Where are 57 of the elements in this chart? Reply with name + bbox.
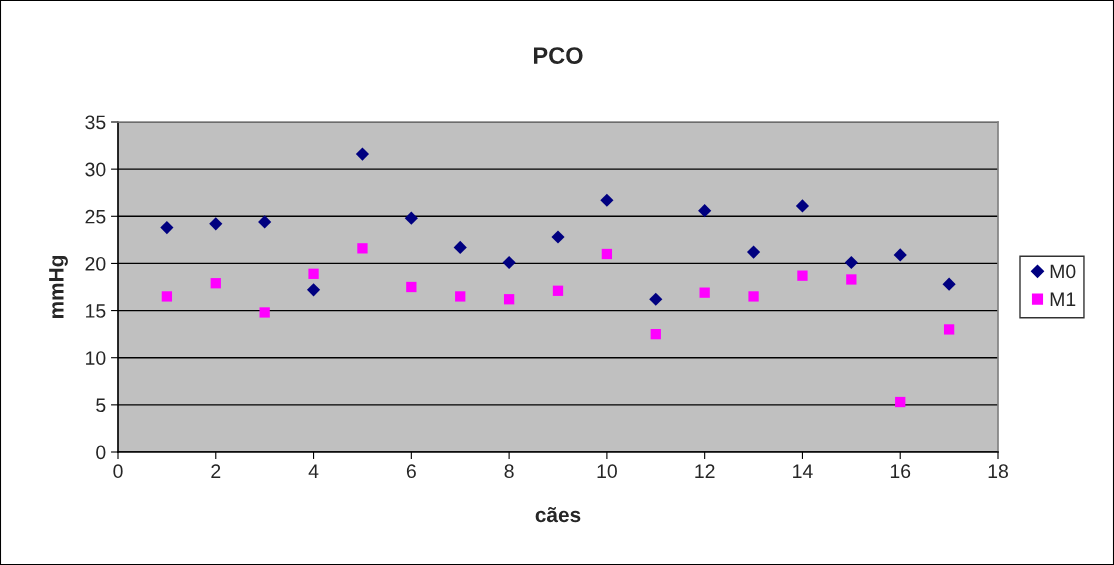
- point: [698, 204, 712, 218]
- point: [600, 193, 614, 207]
- x-tick-label: 8: [504, 464, 514, 479]
- x-tick-label: 2: [211, 464, 221, 478]
- legend-label: M1: [1050, 292, 1076, 306]
- point: [455, 291, 466, 302]
- point: [209, 217, 223, 231]
- point: [404, 211, 418, 225]
- x-tick-label: 12: [695, 464, 715, 478]
- point: [406, 281, 417, 293]
- point: [844, 255, 858, 270]
- y-tick-label: 20: [85, 256, 106, 271]
- y-tick-label: 30: [85, 162, 106, 177]
- point: [601, 248, 613, 260]
- point: [503, 294, 515, 305]
- y-tick-label: 0: [96, 445, 106, 460]
- point: [893, 248, 907, 262]
- y-tick-label: 25: [85, 209, 106, 224]
- point: [746, 245, 761, 259]
- legend-label: M0: [1050, 264, 1076, 279]
- point: [308, 268, 319, 279]
- x-axis-title: cães: [535, 507, 581, 523]
- x-tick-label: 18: [988, 464, 1008, 479]
- point: [942, 277, 956, 291]
- y-tick-label: 5: [96, 398, 106, 413]
- point: [699, 287, 710, 298]
- x-tick-label: 10: [597, 464, 617, 479]
- point: [846, 274, 857, 285]
- point: [748, 291, 759, 302]
- x-tick-label: 6: [406, 464, 416, 479]
- y-tick-label: 10: [86, 351, 106, 365]
- point: [258, 215, 272, 229]
- x-tick-label: 14: [793, 464, 813, 478]
- y-tick-label: 15: [86, 304, 106, 318]
- point: [895, 396, 906, 408]
- point: [160, 221, 174, 235]
- y-tick-label: 35: [85, 115, 106, 130]
- point: [650, 328, 661, 340]
- x-tick-label: 16: [890, 464, 911, 479]
- x-tick-label: 4: [308, 464, 319, 478]
- point: [355, 147, 370, 161]
- point: [551, 230, 565, 244]
- point: [797, 270, 808, 281]
- point: [161, 291, 173, 302]
- point: [943, 324, 955, 335]
- point: [453, 240, 467, 254]
- point: [649, 292, 663, 306]
- y-axis-title: mmHg: [49, 255, 68, 319]
- point: [795, 199, 810, 213]
- point: [552, 285, 564, 296]
- point: [259, 307, 270, 318]
- x-tick-label: 0: [113, 464, 123, 479]
- point: [210, 278, 221, 289]
- point: [306, 283, 321, 297]
- chart-title: PCO: [534, 47, 583, 64]
- point: [502, 255, 516, 270]
- point: [357, 243, 368, 254]
